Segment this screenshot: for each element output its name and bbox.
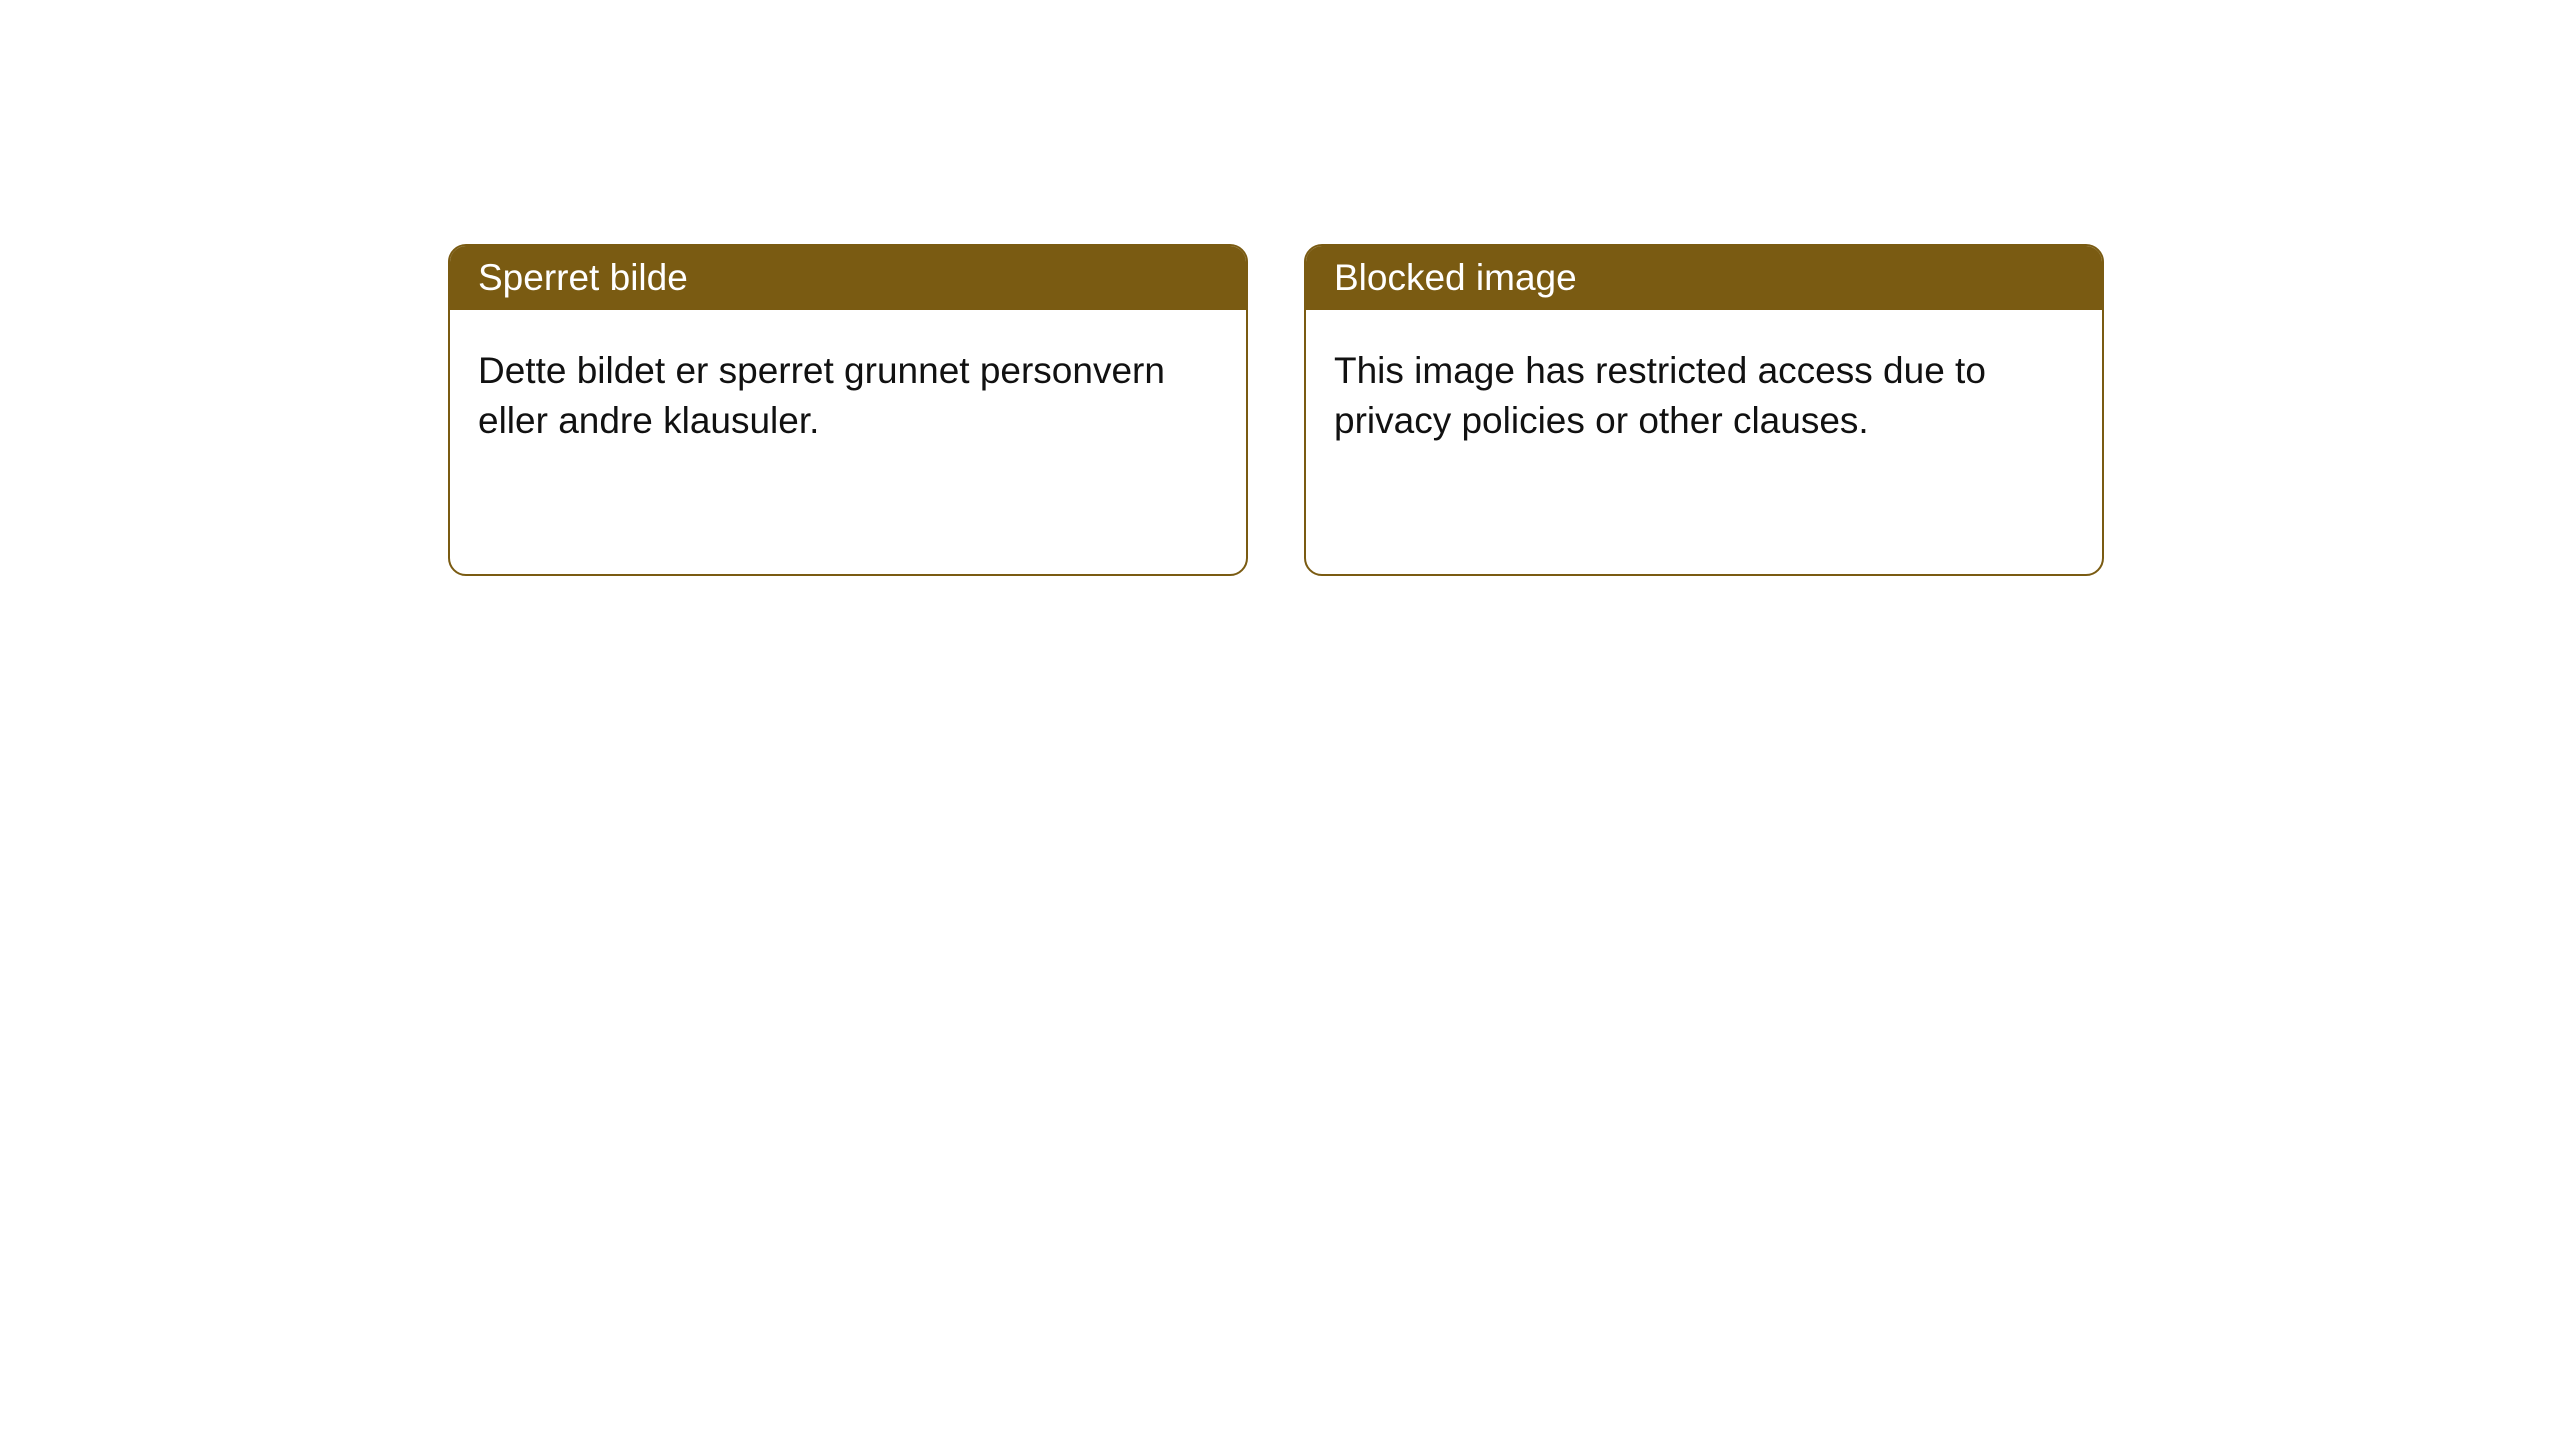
card-body: Dette bildet er sperret grunnet personve… (450, 310, 1246, 482)
card-body-text: Dette bildet er sperret grunnet personve… (478, 350, 1165, 441)
card-body: This image has restricted access due to … (1306, 310, 2102, 482)
notice-card-english: Blocked image This image has restricted … (1304, 244, 2104, 576)
card-title: Sperret bilde (478, 257, 688, 298)
card-title: Blocked image (1334, 257, 1577, 298)
card-header: Sperret bilde (450, 246, 1246, 310)
notice-card-norwegian: Sperret bilde Dette bildet er sperret gr… (448, 244, 1248, 576)
card-header: Blocked image (1306, 246, 2102, 310)
card-body-text: This image has restricted access due to … (1334, 350, 1986, 441)
notice-container: Sperret bilde Dette bildet er sperret gr… (0, 0, 2560, 576)
